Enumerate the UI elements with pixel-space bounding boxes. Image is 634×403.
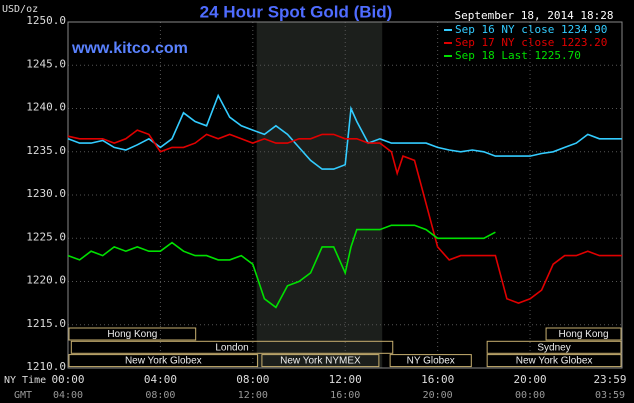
x-tick-label: 20:00 [513,373,546,386]
session-label: Hong Kong [107,329,157,340]
y-tick-label: 1210.0 [26,360,66,373]
gmt-tick-label: 03:59 [595,390,625,401]
highlight-band [256,22,383,368]
x-tick-label: 12:00 [329,373,362,386]
session-band [70,340,394,354]
legend-label: Sep 16 NY close 1234.90 [455,23,607,36]
session-label: Sydney [537,342,570,353]
session-label: Hong Kong [559,329,609,340]
series-line [67,93,622,170]
x-tick-label: 04:00 [144,373,177,386]
session-band [68,327,197,341]
session-band [545,327,622,341]
series-line [67,224,496,309]
gmt-tick-label: 12:00 [238,390,268,401]
x-tick-label: 00:00 [51,373,84,386]
y-tick-label: 1230.0 [26,187,66,200]
x-tick-label: 23:59 [593,373,626,386]
plot-frame [67,21,623,369]
gmt-tick-label: 16:00 [330,390,360,401]
session-label: New York NYMEX [280,356,361,367]
gmt-tick-label: 20:00 [423,390,453,401]
session-label: New York Globex [516,356,593,367]
y-tick-label: 1220.0 [26,274,66,287]
x-row-label: NY Time [4,375,46,386]
timestamp: September 18, 2014 18:28 [455,9,614,22]
legend-label: Sep 17 NY close 1223.20 [455,36,607,49]
session-band [486,354,622,368]
session-band [261,354,380,368]
series-line [67,129,622,304]
y-axis-label: USD/oz [2,4,38,15]
y-tick-label: 1215.0 [26,317,66,330]
session-band [389,354,472,368]
x-row-label: GMT [14,390,32,401]
site-label: www.kitco.com [71,40,188,57]
y-tick-label: 1225.0 [26,230,66,243]
x-tick-label: 16:00 [421,373,454,386]
legend-label: Sep 18 Last 1225.70 [455,49,581,62]
session-label: London [215,342,248,353]
gmt-tick-label: 08:00 [145,390,175,401]
gmt-tick-label: 04:00 [53,390,83,401]
x-tick-label: 08:00 [236,373,269,386]
y-tick-label: 1245.0 [26,57,66,70]
chart-title: 24 Hour Spot Gold (Bid) [200,2,393,21]
y-tick-label: 1240.0 [26,101,66,114]
session-band [486,340,622,354]
session-label: New York Globex [125,356,202,367]
y-tick-label: 1250.0 [26,14,66,27]
session-band [68,354,259,368]
y-tick-label: 1235.0 [26,144,66,157]
gmt-tick-label: 00:00 [515,390,545,401]
session-label: NY Globex [407,356,455,367]
